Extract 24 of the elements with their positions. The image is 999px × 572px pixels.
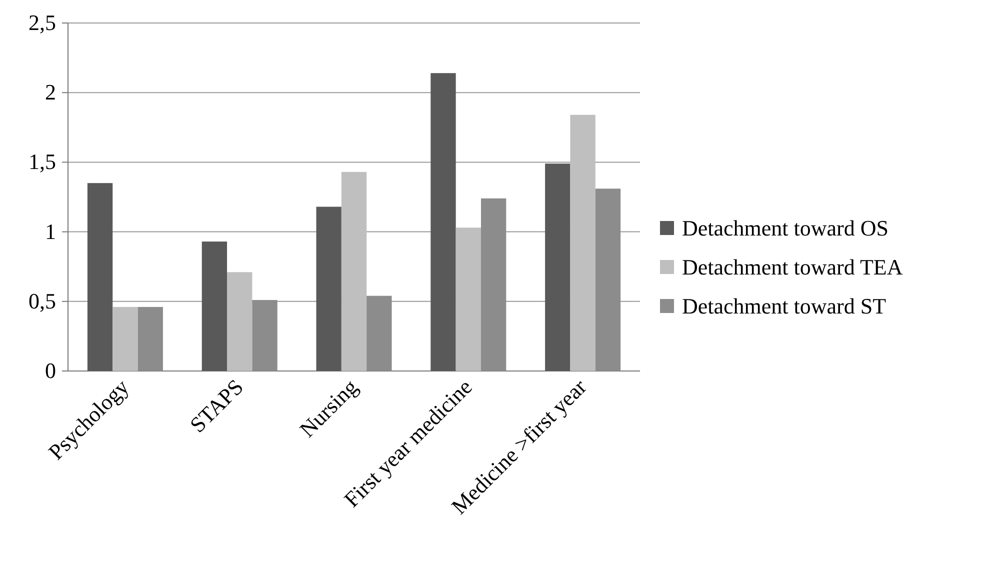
bar bbox=[316, 206, 342, 371]
bar bbox=[341, 172, 367, 371]
bar bbox=[430, 73, 456, 371]
bar bbox=[366, 296, 392, 371]
bar bbox=[480, 198, 506, 371]
legend-label: Detachment toward ST bbox=[682, 294, 887, 319]
y-tick-label: 2 bbox=[45, 80, 56, 105]
bar bbox=[227, 272, 252, 371]
y-tick-label: 1,5 bbox=[28, 149, 56, 174]
bar bbox=[595, 188, 621, 371]
y-tick-label: 0,5 bbox=[28, 288, 56, 314]
bar bbox=[545, 164, 570, 371]
y-tick-label: 0 bbox=[45, 358, 56, 384]
legend-label: Detachment toward OS bbox=[682, 216, 888, 241]
bar bbox=[87, 183, 113, 371]
y-tick-label: 2,5 bbox=[28, 10, 56, 36]
bar bbox=[202, 242, 228, 371]
bar bbox=[456, 228, 481, 371]
y-tick-label: 1 bbox=[45, 218, 56, 244]
bar bbox=[252, 300, 278, 371]
bar bbox=[570, 114, 596, 371]
legend-label: Detachment toward TEA bbox=[682, 254, 903, 280]
bar bbox=[138, 306, 163, 371]
bar bbox=[112, 306, 138, 371]
